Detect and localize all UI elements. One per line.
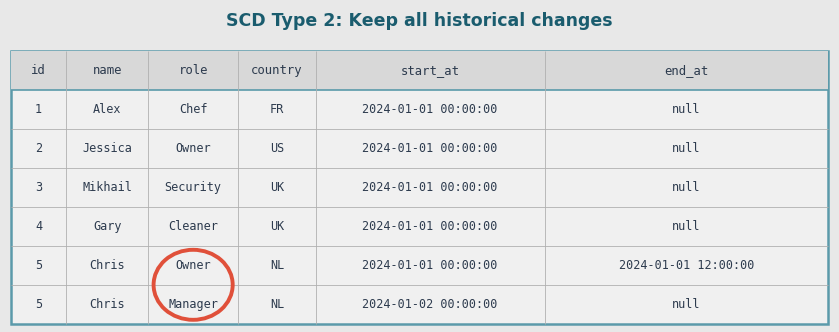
Text: null: null [672, 142, 701, 155]
Text: 2024-01-01 00:00:00: 2024-01-01 00:00:00 [362, 259, 498, 272]
Text: US: US [270, 142, 284, 155]
Text: end_at: end_at [664, 64, 708, 77]
Text: 2024-01-01 00:00:00: 2024-01-01 00:00:00 [362, 142, 498, 155]
Text: Gary: Gary [93, 220, 122, 233]
Text: 3: 3 [35, 181, 42, 194]
Text: null: null [672, 220, 701, 233]
Text: Cleaner: Cleaner [168, 220, 218, 233]
Text: 2024-01-01 00:00:00: 2024-01-01 00:00:00 [362, 220, 498, 233]
Text: Alex: Alex [93, 103, 122, 116]
Text: 5: 5 [35, 259, 42, 272]
Text: null: null [672, 298, 701, 311]
Text: Mikhail: Mikhail [82, 181, 133, 194]
Text: country: country [251, 64, 303, 77]
Text: UK: UK [270, 181, 284, 194]
Text: 2: 2 [35, 142, 42, 155]
Text: NL: NL [270, 298, 284, 311]
Text: id: id [31, 64, 46, 77]
Text: null: null [672, 181, 701, 194]
Text: 1: 1 [35, 103, 42, 116]
Text: Chef: Chef [179, 103, 207, 116]
Text: 2024-01-01 00:00:00: 2024-01-01 00:00:00 [362, 181, 498, 194]
Text: Chris: Chris [90, 259, 125, 272]
Text: 2024-01-02 00:00:00: 2024-01-02 00:00:00 [362, 298, 498, 311]
Text: Owner: Owner [175, 142, 211, 155]
Text: NL: NL [270, 259, 284, 272]
Text: name: name [92, 64, 122, 77]
Text: Manager: Manager [168, 298, 218, 311]
Text: Owner: Owner [175, 259, 211, 272]
Text: 2024-01-01 00:00:00: 2024-01-01 00:00:00 [362, 103, 498, 116]
Text: role: role [179, 64, 208, 77]
Text: 2024-01-01 12:00:00: 2024-01-01 12:00:00 [618, 259, 754, 272]
Text: Chris: Chris [90, 298, 125, 311]
Text: UK: UK [270, 220, 284, 233]
Text: 4: 4 [35, 220, 42, 233]
Text: SCD Type 2: Keep all historical changes: SCD Type 2: Keep all historical changes [227, 12, 612, 30]
Text: FR: FR [270, 103, 284, 116]
Text: Security: Security [164, 181, 221, 194]
Text: 5: 5 [35, 298, 42, 311]
Text: start_at: start_at [401, 64, 460, 77]
Text: null: null [672, 103, 701, 116]
Text: Jessica: Jessica [82, 142, 133, 155]
